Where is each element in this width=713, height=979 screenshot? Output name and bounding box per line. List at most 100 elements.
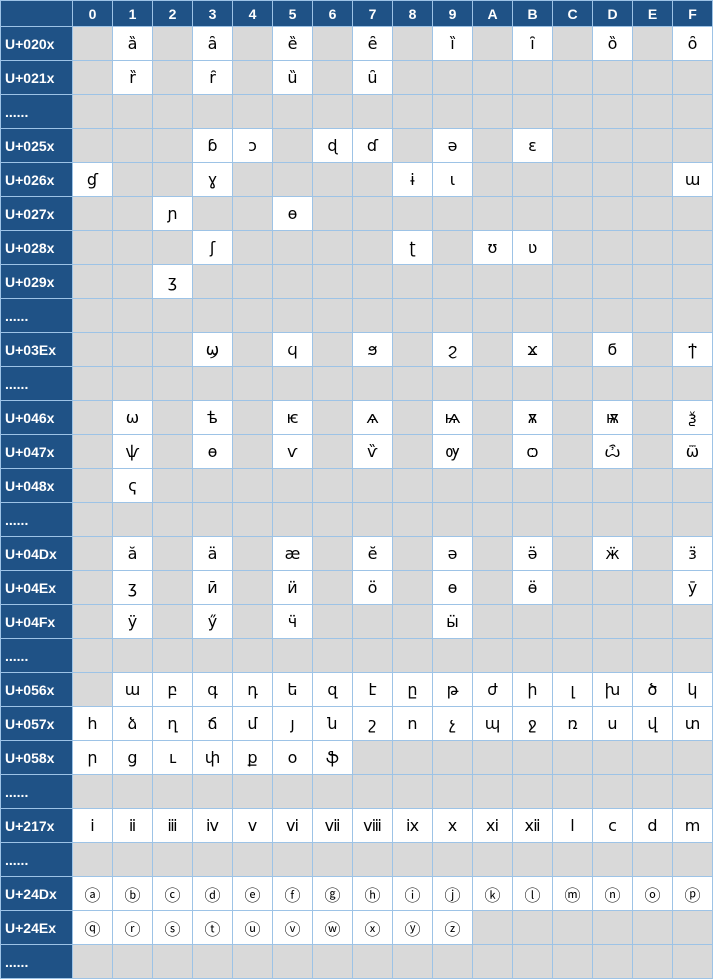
empty-cell bbox=[232, 502, 273, 537]
table-row: U+04Dx ӑ ӓ ӕ ӗ ә ӛ ӝ ӟ bbox=[0, 536, 713, 571]
empty-cell bbox=[632, 434, 673, 469]
character-cell: ӗ bbox=[352, 536, 393, 571]
empty-cell bbox=[392, 842, 433, 877]
character-cell: ⓞ bbox=[632, 876, 673, 911]
empty-cell bbox=[392, 298, 433, 333]
character-cell: ȁ bbox=[112, 26, 153, 61]
empty-cell bbox=[72, 570, 113, 605]
empty-cell bbox=[352, 366, 393, 401]
row-header: U+058x bbox=[0, 740, 73, 775]
empty-cell bbox=[552, 162, 593, 197]
empty-cell bbox=[632, 26, 673, 61]
empty-cell bbox=[152, 468, 193, 503]
character-cell: ӳ bbox=[192, 604, 233, 639]
empty-cell bbox=[512, 944, 553, 979]
empty-cell bbox=[72, 842, 113, 877]
empty-cell bbox=[312, 230, 353, 265]
table-row: U+04Ex ӡ ӣ ӥ ӧ ө ӫ ӯ bbox=[0, 570, 713, 605]
empty-cell bbox=[392, 264, 433, 299]
table-row: U+028x ʃ ʈ ʊ ʋ bbox=[0, 230, 713, 265]
empty-cell bbox=[352, 264, 393, 299]
character-cell: ʈ bbox=[392, 230, 433, 265]
empty-cell bbox=[432, 944, 473, 979]
empty-cell bbox=[632, 332, 673, 367]
empty-cell bbox=[632, 502, 673, 537]
empty-cell bbox=[112, 128, 153, 163]
character-cell: ճ bbox=[192, 706, 233, 741]
character-cell: ⓧ bbox=[352, 910, 393, 945]
column-header: 4 bbox=[232, 0, 273, 27]
row-header: ...... bbox=[0, 366, 73, 401]
empty-cell bbox=[192, 774, 233, 809]
empty-cell bbox=[312, 26, 353, 61]
empty-cell bbox=[472, 196, 513, 231]
empty-cell bbox=[112, 196, 153, 231]
character-cell: ⓓ bbox=[192, 876, 233, 911]
corner-header bbox=[0, 0, 73, 27]
empty-cell bbox=[592, 366, 633, 401]
empty-cell bbox=[552, 298, 593, 333]
empty-cell bbox=[392, 944, 433, 979]
character-cell: ȍ bbox=[592, 26, 633, 61]
column-header: A bbox=[472, 0, 513, 27]
empty-cell bbox=[72, 400, 113, 435]
empty-cell bbox=[72, 944, 113, 979]
empty-cell bbox=[112, 944, 153, 979]
empty-cell bbox=[152, 162, 193, 197]
empty-cell bbox=[592, 570, 633, 605]
character-cell: ⓡ bbox=[112, 910, 153, 945]
row-header: U+03Ex bbox=[0, 332, 73, 367]
empty-cell bbox=[272, 502, 313, 537]
character-cell: ѭ bbox=[592, 400, 633, 435]
empty-cell bbox=[152, 230, 193, 265]
empty-cell bbox=[472, 162, 513, 197]
empty-cell bbox=[592, 128, 633, 163]
empty-cell bbox=[152, 400, 193, 435]
empty-cell bbox=[672, 366, 713, 401]
character-cell: ֆ bbox=[312, 740, 353, 775]
empty-cell bbox=[512, 60, 553, 95]
character-cell: ȋ bbox=[512, 26, 553, 61]
empty-cell bbox=[632, 740, 673, 775]
character-cell: ⓗ bbox=[352, 876, 393, 911]
empty-cell bbox=[192, 842, 233, 877]
character-cell: ѧ bbox=[352, 400, 393, 435]
character-cell: ѱ bbox=[112, 434, 153, 469]
empty-cell bbox=[72, 264, 113, 299]
empty-cell bbox=[672, 842, 713, 877]
empty-cell bbox=[192, 468, 233, 503]
empty-cell bbox=[592, 944, 633, 979]
character-cell: ⅻ bbox=[512, 808, 553, 843]
character-cell: ӓ bbox=[192, 536, 233, 571]
empty-cell bbox=[152, 570, 193, 605]
empty-cell bbox=[552, 570, 593, 605]
character-cell: ӱ bbox=[112, 604, 153, 639]
empty-cell bbox=[112, 94, 153, 129]
character-cell: ѡ bbox=[112, 400, 153, 435]
empty-cell bbox=[672, 94, 713, 129]
empty-cell bbox=[312, 162, 353, 197]
empty-cell bbox=[392, 774, 433, 809]
empty-cell bbox=[432, 502, 473, 537]
empty-cell bbox=[432, 740, 473, 775]
character-cell: փ bbox=[192, 740, 233, 775]
row-header: ...... bbox=[0, 502, 73, 537]
character-cell: գ bbox=[192, 672, 233, 707]
empty-cell bbox=[632, 638, 673, 673]
character-cell: ⓒ bbox=[152, 876, 193, 911]
empty-cell bbox=[352, 502, 393, 537]
table-row: ...... bbox=[0, 502, 713, 537]
empty-cell bbox=[272, 230, 313, 265]
character-cell: ⓠ bbox=[72, 910, 113, 945]
empty-cell bbox=[312, 298, 353, 333]
empty-cell bbox=[512, 162, 553, 197]
empty-cell bbox=[272, 944, 313, 979]
empty-cell bbox=[672, 196, 713, 231]
table-row: U+057x հ ձ ղ ճ մ յ ն շ ո չ պ ջ ռ ս վ տ bbox=[0, 706, 713, 741]
column-header: F bbox=[672, 0, 713, 27]
character-cell: ӥ bbox=[272, 570, 313, 605]
empty-cell bbox=[272, 366, 313, 401]
character-cell: ɣ bbox=[192, 162, 233, 197]
empty-cell bbox=[632, 944, 673, 979]
character-cell: ⅳ bbox=[192, 808, 233, 843]
